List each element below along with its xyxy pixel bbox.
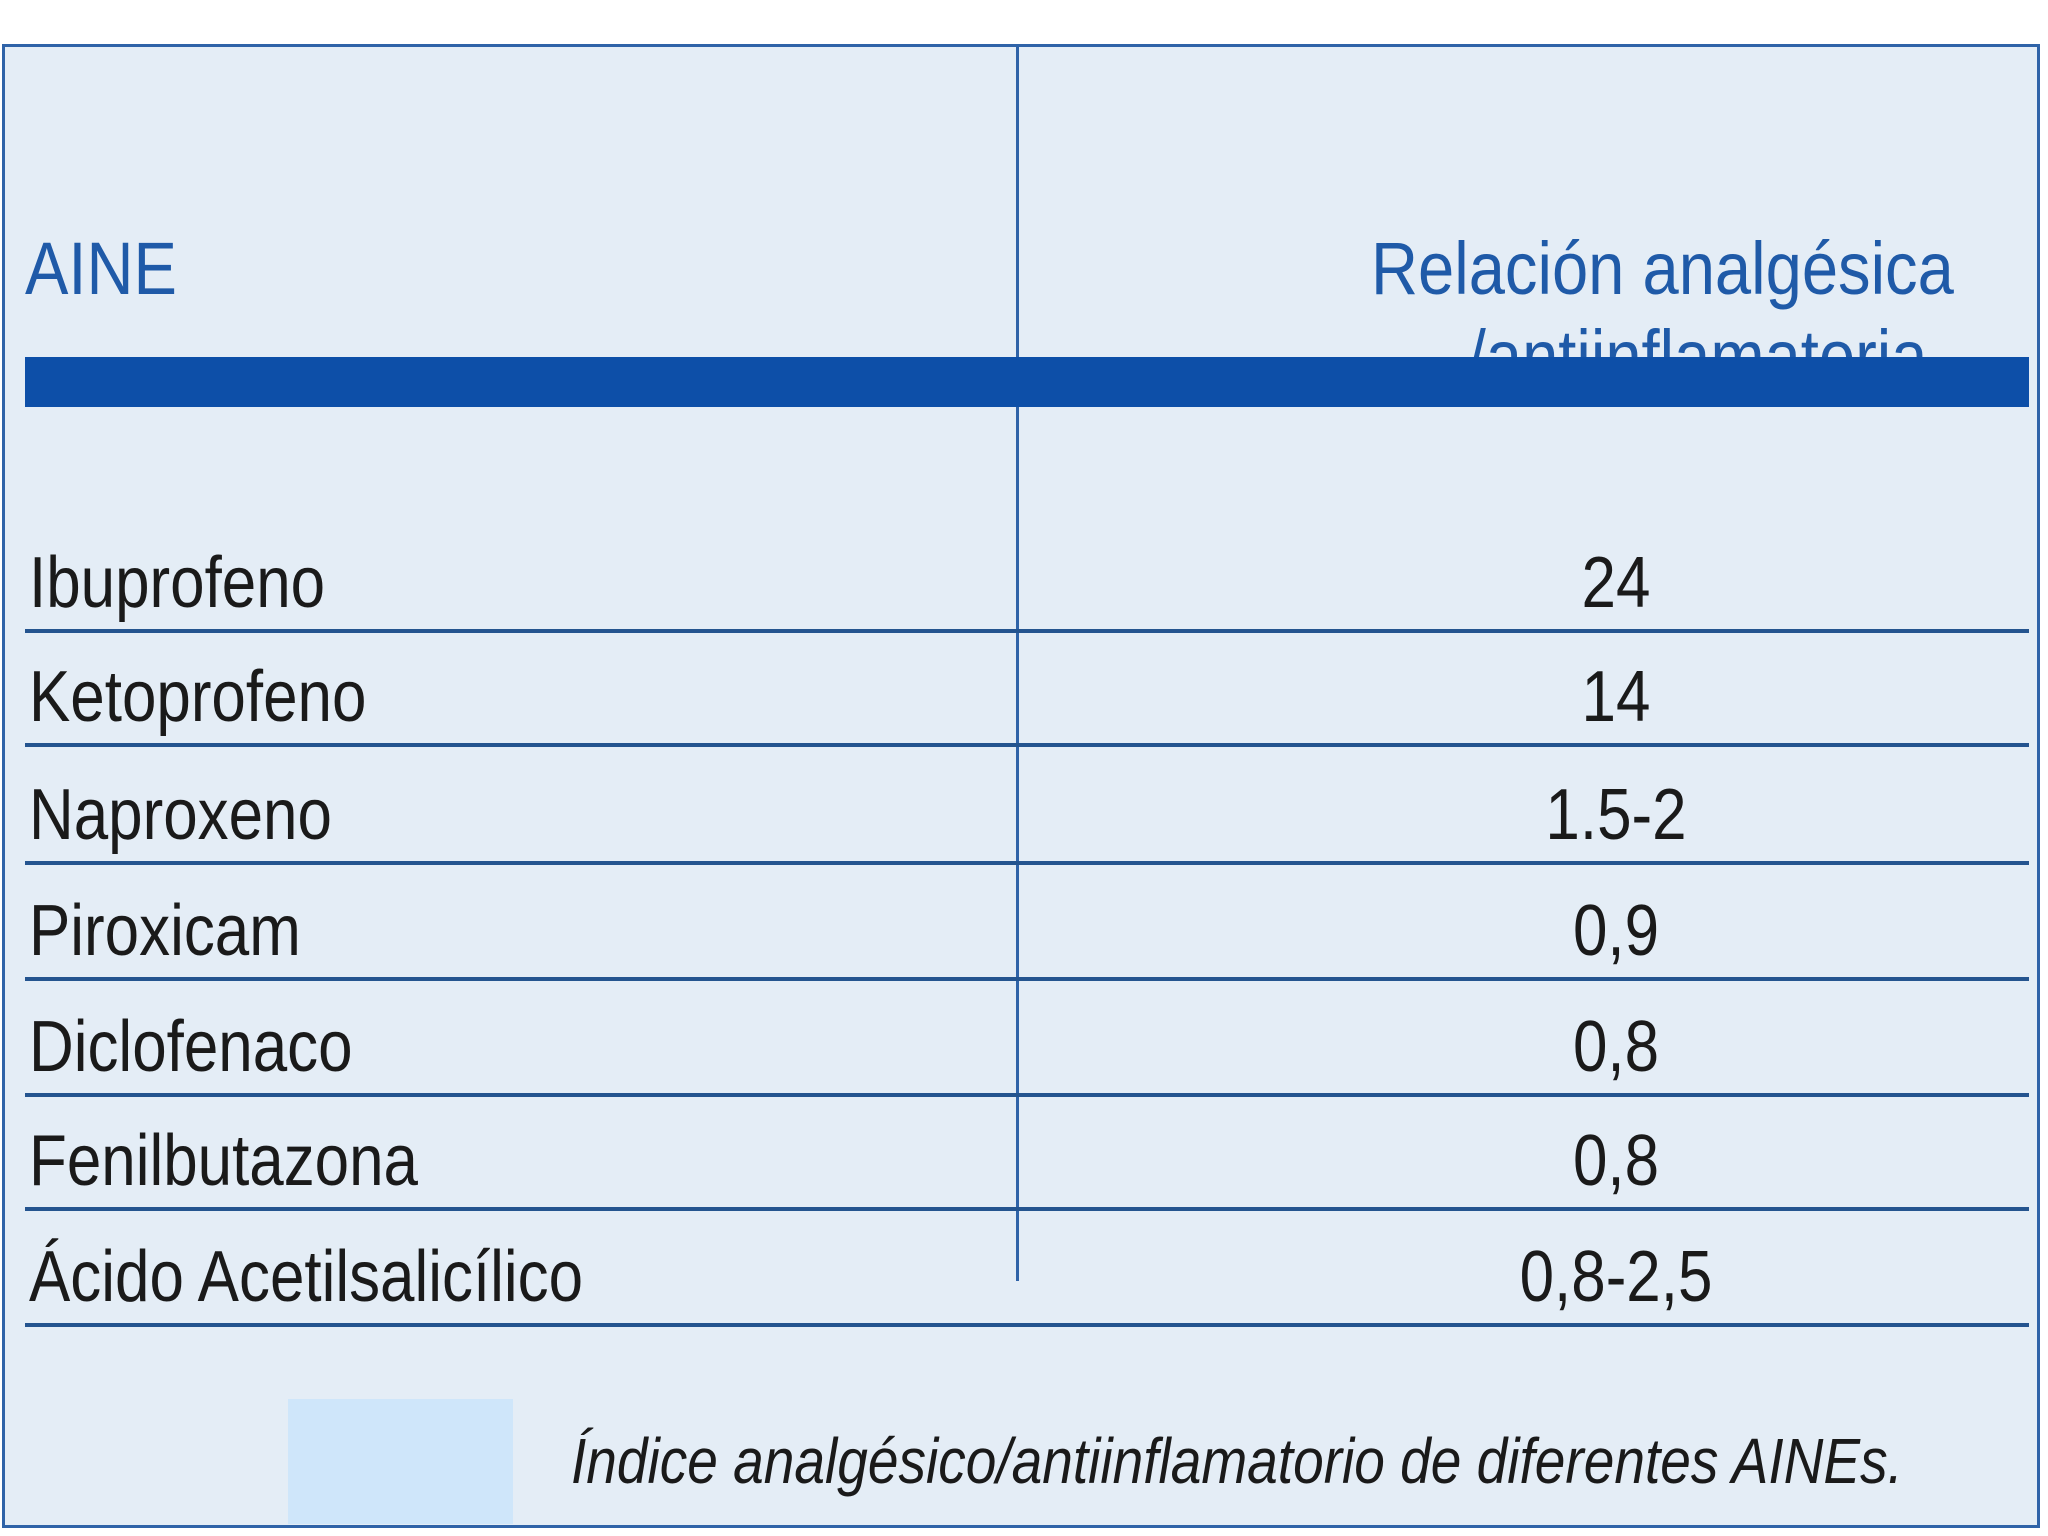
table-row: Fenilbutazona 0,8 xyxy=(25,1097,2029,1211)
legend-swatch xyxy=(288,1399,513,1524)
header-aine: AINE xyxy=(25,227,177,310)
row-value: 0,8 xyxy=(1572,1121,1660,1201)
row-name: Ketoprofeno xyxy=(29,657,367,737)
table-caption: Índice analgésico/antiinflamatorio de di… xyxy=(571,1425,1903,1497)
table-row: Ketoprofeno 14 xyxy=(25,633,2029,747)
table-panel: AINE Relación analgésica /antiinflamator… xyxy=(2,44,2040,1528)
row-name: Ibuprofeno xyxy=(29,543,326,623)
row-value: 24 xyxy=(1581,543,1651,623)
table-row: Piroxicam 0,9 xyxy=(25,865,2029,981)
table-row: Diclofenaco 0,8 xyxy=(25,981,2029,1097)
row-value: 0,9 xyxy=(1572,891,1660,971)
header-bar xyxy=(25,357,2029,407)
row-value: 1.5-2 xyxy=(1545,775,1687,855)
column-divider xyxy=(1016,47,1019,1281)
table-row: Naproxeno 1.5-2 xyxy=(25,747,2029,865)
header-relacion-line1: Relación analgésica xyxy=(1371,227,1954,310)
row-value: 0,8-2,5 xyxy=(1519,1237,1713,1317)
row-name: Naproxeno xyxy=(29,775,332,855)
row-value: 14 xyxy=(1581,657,1651,737)
table-row: Ácido Acetilsalicílico 0,8-2,5 xyxy=(25,1211,2029,1327)
table-row: Ibuprofeno 24 xyxy=(25,517,2029,633)
row-value: 0,8 xyxy=(1572,1007,1660,1087)
row-name: Ácido Acetilsalicílico xyxy=(29,1237,584,1317)
row-name: Diclofenaco xyxy=(29,1007,353,1087)
row-name: Piroxicam xyxy=(29,891,301,971)
row-name: Fenilbutazona xyxy=(29,1121,419,1201)
